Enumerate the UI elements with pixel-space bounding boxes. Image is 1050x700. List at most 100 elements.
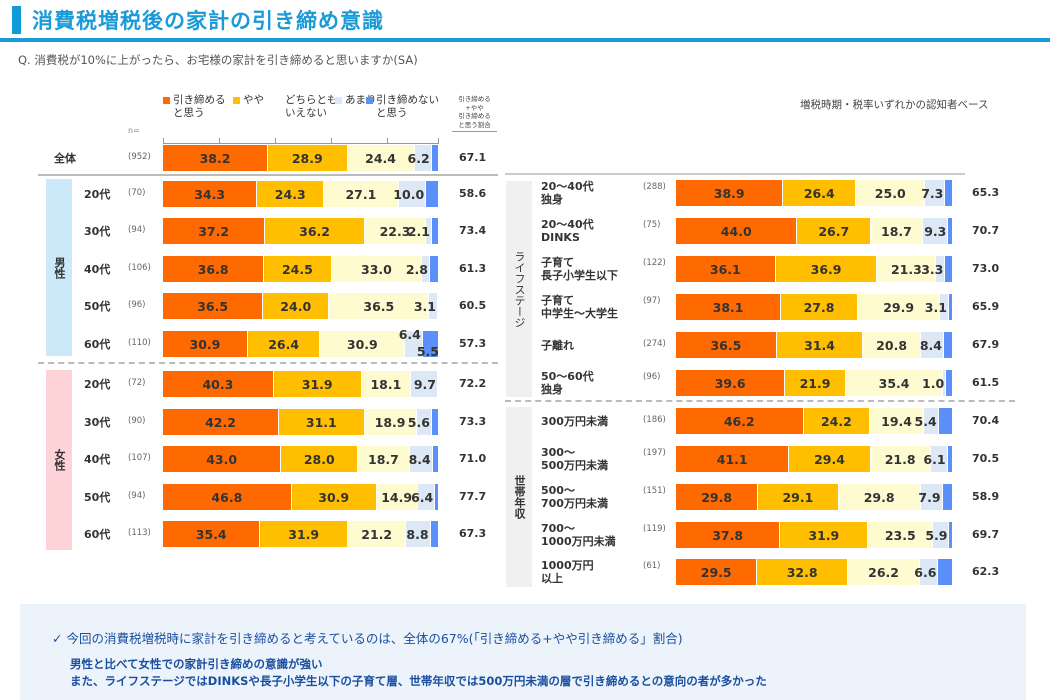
row-sample-size: (119) bbox=[643, 524, 666, 534]
row-sample-size: (197) bbox=[643, 448, 666, 458]
bar-segment-2: 24.0 bbox=[263, 293, 330, 319]
bar-segment-3: 23.5 bbox=[868, 522, 934, 548]
stacked-bar: 44.0 26.7 18.7 9.3 bbox=[676, 218, 952, 244]
data-label: 18.7 bbox=[881, 223, 912, 239]
row-sample-size: (952) bbox=[128, 152, 151, 162]
n-label: n= bbox=[128, 126, 140, 135]
bar-segment-5 bbox=[431, 145, 438, 171]
ratio-value: 60.5 bbox=[459, 299, 487, 312]
bar-segment-2: 26.7 bbox=[797, 218, 872, 244]
data-label: 9.3 bbox=[924, 223, 947, 239]
bar-segment-5 bbox=[948, 218, 952, 244]
stacked-bar: 42.2 31.1 18.9 5.6 bbox=[163, 409, 438, 435]
separator-lifestage-income bbox=[505, 400, 1015, 402]
stacked-bar: 35.4 31.9 21.2 8.8 bbox=[163, 521, 438, 547]
separator-gender bbox=[38, 362, 498, 364]
data-label: 6.4 bbox=[398, 327, 421, 342]
axis-tick bbox=[275, 138, 276, 143]
data-label: 2.1 bbox=[407, 223, 430, 239]
bar-segment-3: 25.0 bbox=[856, 180, 926, 206]
row-sample-size: (94) bbox=[128, 491, 146, 501]
data-label: 3.3 bbox=[921, 261, 944, 277]
summary-headline: ✓ 今回の消費税増税時に家計を引き締めると考えているのは、全体の67%(「引き締… bbox=[52, 628, 683, 647]
data-label: 36.5 bbox=[710, 337, 742, 353]
data-label: 30.9 bbox=[189, 336, 221, 352]
data-label: 6.1 bbox=[923, 451, 946, 467]
bar-segment-5 bbox=[430, 256, 438, 282]
bar-segment-5 bbox=[426, 181, 438, 207]
bar-segment-4: 6.1 bbox=[923, 446, 948, 472]
bar-segment-3: 29.8 bbox=[838, 484, 921, 510]
bar-segment-3: 14.9 bbox=[376, 484, 418, 510]
ratio-header-line: 引き締める bbox=[458, 112, 491, 120]
row-label: 20～40代 DINKS bbox=[541, 218, 594, 244]
bar-segment-2: 21.9 bbox=[785, 370, 846, 396]
row-label: 子育て 中学生～大学生 bbox=[541, 294, 618, 320]
row-label: 50代 bbox=[84, 490, 111, 504]
bar-segment-5 bbox=[948, 294, 952, 320]
ratio-value: 70.4 bbox=[972, 414, 1000, 427]
data-label: 44.0 bbox=[720, 223, 752, 239]
stacked-bar: 30.9 26.4 30.9 6.4 5.5 bbox=[163, 327, 439, 359]
bar-segment-3: 20.8 bbox=[863, 332, 921, 358]
bar-segment-3: 18.7 bbox=[358, 446, 410, 472]
data-label: 24.4 bbox=[365, 150, 396, 166]
data-label: 32.8 bbox=[786, 564, 818, 580]
summary-headline-text: 今回の消費税増税時に家計を引き締めると考えているのは、全体の67%(「引き締める… bbox=[66, 631, 683, 646]
bar-segment-3: 21.8 bbox=[870, 446, 931, 472]
stacked-bar: 37.2 36.2 22.3 2.1 bbox=[163, 218, 438, 244]
bar-segment-4: 7.9 bbox=[918, 484, 943, 510]
data-label: 18.1 bbox=[370, 376, 402, 392]
ratio-column-header: 引き締める +やや 引き締める と思う割合 bbox=[452, 95, 497, 132]
group-band-lifestage: ライフステージ bbox=[506, 181, 532, 397]
bar-segment-4: 5.6 bbox=[408, 409, 432, 435]
bar-segment-3: 18.9 bbox=[364, 409, 417, 435]
bar-segment-2: 31.4 bbox=[776, 332, 864, 358]
bar-segment-1: 38.9 bbox=[676, 180, 784, 206]
data-label: 29.9 bbox=[883, 299, 915, 315]
stacked-bar: 36.5 31.4 20.8 8.4 bbox=[676, 332, 952, 358]
data-label: 20.8 bbox=[876, 337, 908, 353]
legend-swatch bbox=[233, 97, 240, 104]
row-sample-size: (70) bbox=[128, 188, 146, 198]
axis-tick bbox=[438, 138, 439, 143]
bar-segment-2: 26.4 bbox=[783, 180, 857, 206]
data-label: 18.9 bbox=[374, 414, 406, 430]
ratio-value: 58.9 bbox=[972, 490, 1000, 503]
data-label: 28.9 bbox=[291, 150, 323, 166]
bar-segment-1: 35.4 bbox=[163, 521, 261, 547]
data-label: 27.8 bbox=[803, 299, 835, 315]
ratio-header-line: +やや bbox=[465, 103, 484, 112]
row-sample-size: (96) bbox=[643, 372, 661, 382]
data-label: 1.0 bbox=[922, 375, 945, 391]
bar-segment-3: 36.5 bbox=[329, 293, 430, 319]
base-note: 増税時期・税率いずれかの認知者ベース bbox=[800, 99, 989, 111]
stacked-bar: 39.6 21.9 35.4 1.0 bbox=[676, 370, 952, 396]
bar-segment-5 bbox=[938, 408, 952, 434]
data-label: 18.7 bbox=[368, 451, 399, 467]
data-label: 30.9 bbox=[346, 336, 378, 352]
bar-segment-4: 5.4 bbox=[915, 408, 939, 434]
bar-segment-3: 33.0 bbox=[331, 256, 423, 282]
data-label: 35.4 bbox=[195, 526, 227, 542]
data-label: 8.4 bbox=[919, 337, 942, 353]
bar-segment-1: 41.1 bbox=[676, 446, 790, 472]
data-label: 29.8 bbox=[863, 489, 895, 505]
stacked-bar: 37.8 31.9 23.5 5.9 bbox=[676, 522, 952, 548]
data-label: 38.1 bbox=[712, 299, 744, 315]
ratio-value: 70.5 bbox=[972, 452, 1000, 465]
bar-segment-1: 34.3 bbox=[163, 181, 258, 207]
row-label: 1000万円 以上 bbox=[541, 559, 594, 585]
legend-swatch bbox=[366, 97, 373, 104]
row-label: 60代 bbox=[84, 337, 111, 351]
stacked-bar: 46.8 30.9 14.9 6.4 bbox=[163, 484, 438, 510]
data-label: 8.8 bbox=[406, 526, 429, 542]
bar-segment-5: 5.5 bbox=[417, 331, 439, 359]
ratio-value: 58.6 bbox=[459, 187, 487, 200]
data-label: 22.3 bbox=[379, 223, 411, 239]
axis-tick bbox=[219, 138, 220, 143]
data-label: 38.2 bbox=[199, 150, 231, 166]
data-label: 14.9 bbox=[381, 489, 413, 505]
bar-segment-5 bbox=[431, 409, 438, 435]
data-label: 36.1 bbox=[709, 261, 741, 277]
